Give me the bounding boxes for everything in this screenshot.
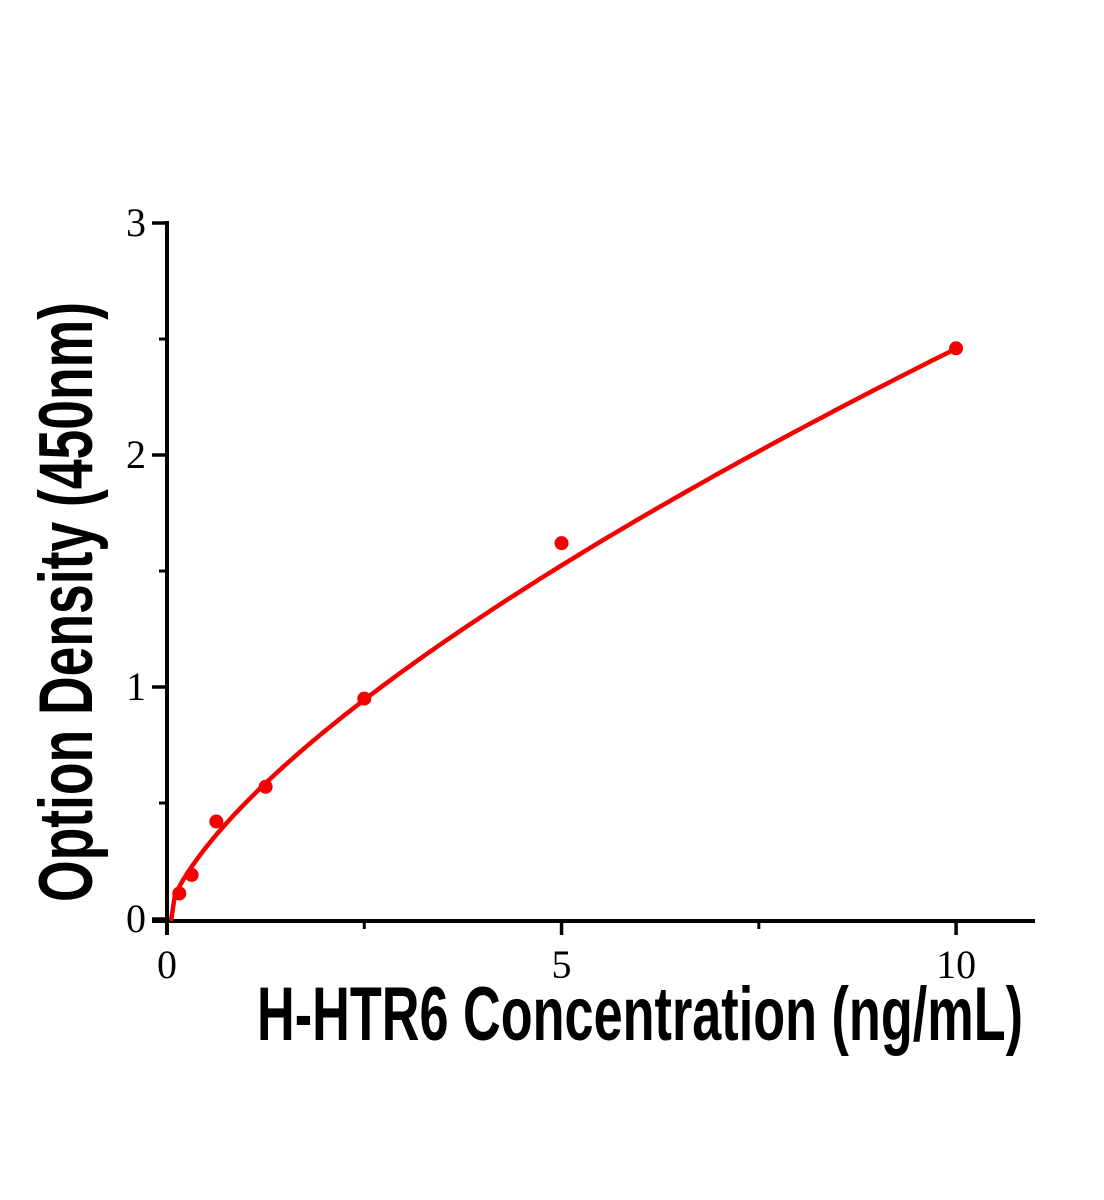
fit-curve: [169, 346, 959, 922]
data-point: [949, 341, 964, 356]
data-point: [172, 886, 187, 901]
y-tick-label: 0: [126, 896, 146, 941]
axes-layer: 0 1 2 3 0 5 10: [126, 200, 1035, 987]
data-point: [357, 691, 372, 706]
data-point: [554, 536, 569, 551]
x-tick-label: 5: [552, 942, 572, 987]
x-tick-label: 10: [936, 942, 976, 987]
data-point: [209, 814, 224, 829]
x-tick-label: 0: [157, 942, 177, 987]
x-axis-title: H-HTR6 Concentration (ng/mL): [257, 972, 1023, 1057]
y-tick-label: 3: [126, 200, 146, 245]
data-point: [184, 867, 199, 882]
data-point: [258, 779, 273, 794]
y-axis-title: Option Density (450nm): [24, 302, 109, 902]
y-tick-label: 2: [126, 432, 146, 477]
y-tick-label: 1: [126, 664, 146, 709]
series-layer: [169, 341, 964, 922]
